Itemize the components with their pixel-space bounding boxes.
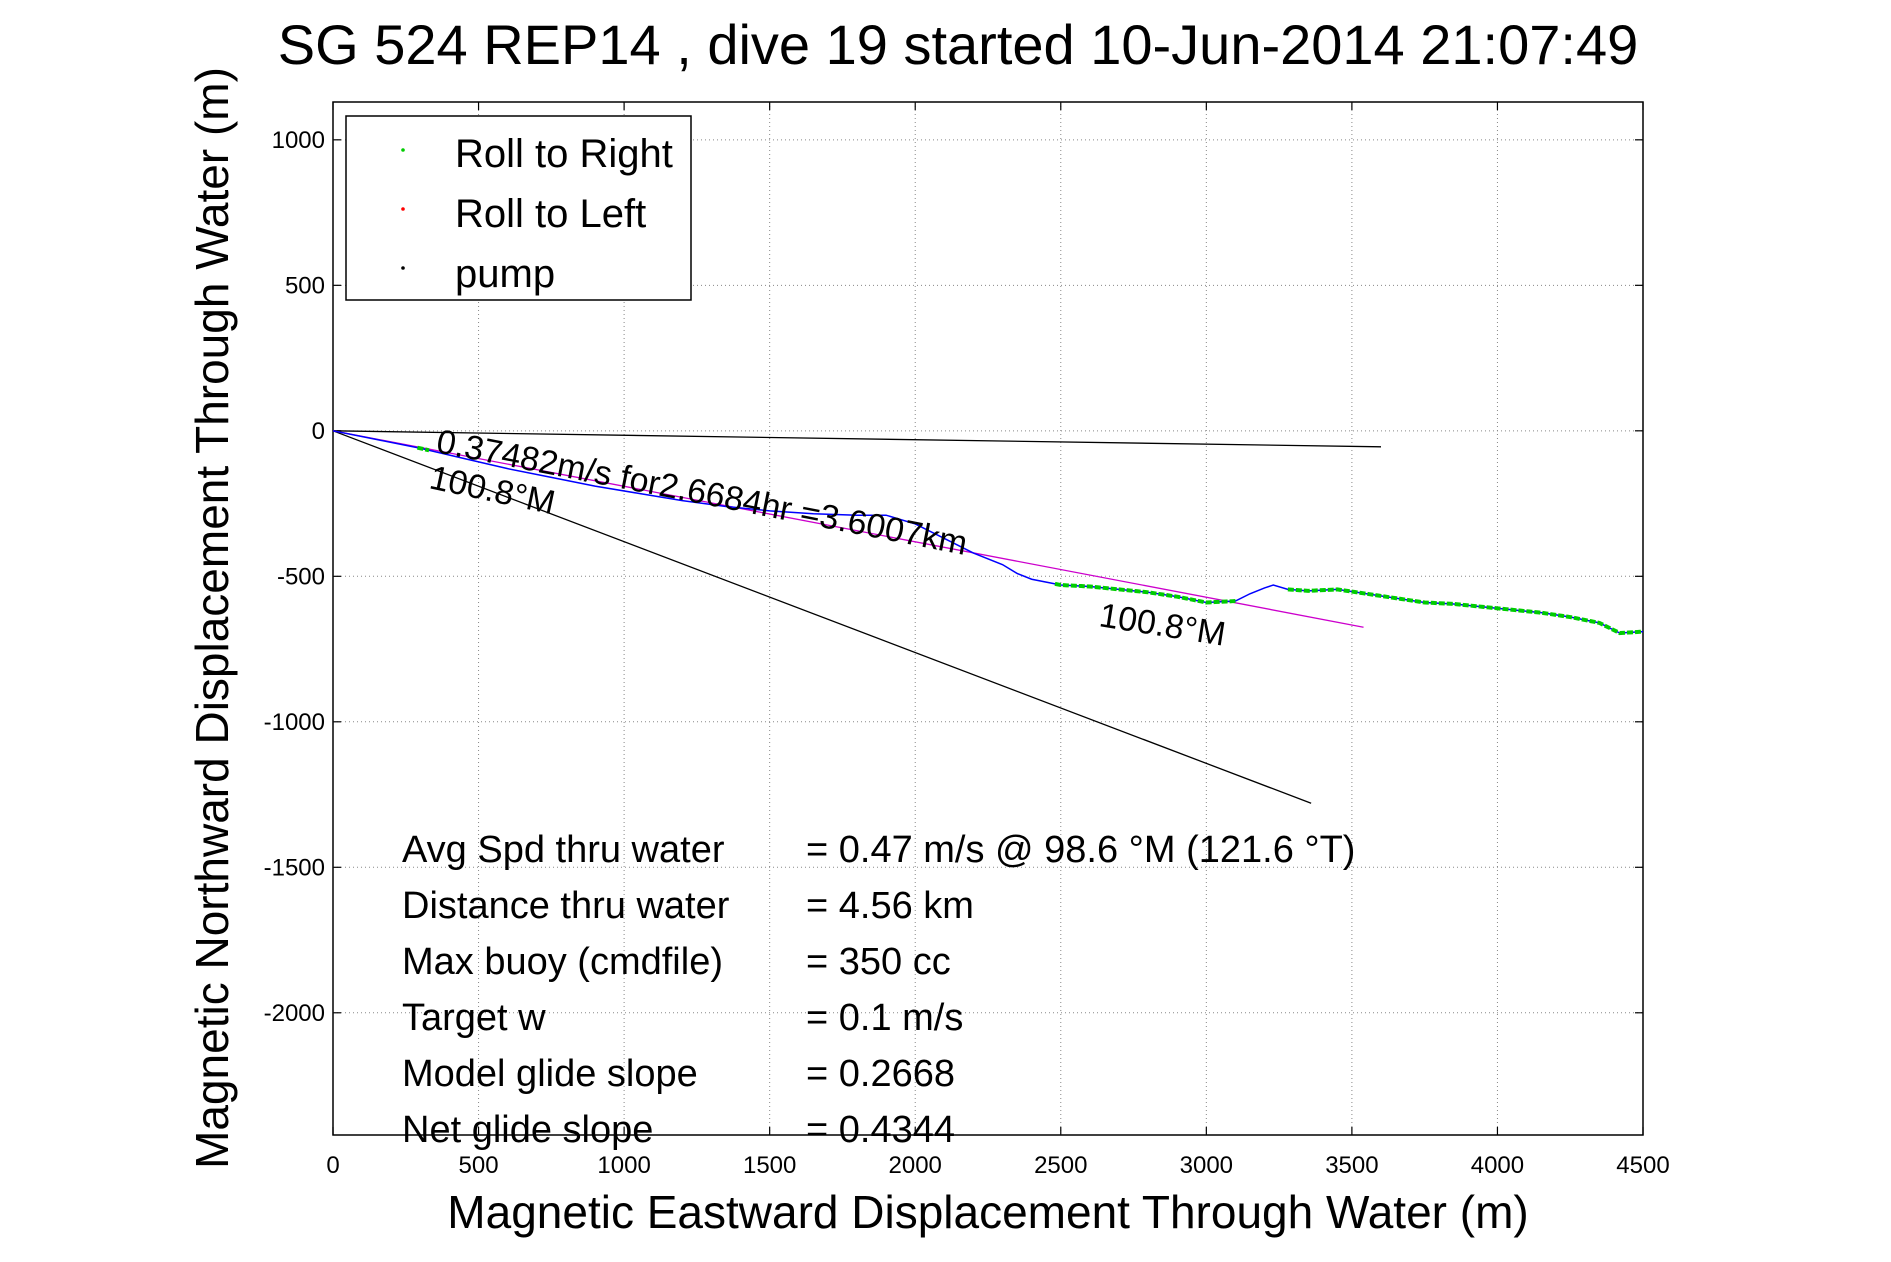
stat-value: = 0.47 m/s @ 98.6 °M (121.6 °T) (806, 829, 1355, 871)
stat-label: Avg Spd thru water (402, 829, 725, 871)
y-axis-label: Magnetic Northward Displacement Through … (186, 67, 238, 1169)
legend-roll-left-label: Roll to Left (455, 192, 646, 236)
stat-value: = 0.4344 (806, 1109, 955, 1151)
x-tick-label: 2500 (1034, 1152, 1087, 1179)
x-tick-label: 1500 (743, 1152, 796, 1179)
legend-roll-right-marker (401, 148, 405, 152)
y-tick-label: 500 (285, 272, 325, 299)
reference-lines (332, 430, 1382, 804)
axis-ticks: 0 500 1000 1500 2000 2500 3000 3500 4000 4500 1000… (264, 102, 1670, 1179)
stat-value: = 4.56 km (806, 885, 974, 927)
x-tick-label: 0 (326, 1152, 339, 1179)
legend-pump-marker (401, 266, 405, 270)
x-tick-label: 4000 (1471, 1152, 1524, 1179)
roll-to-right-points (417, 445, 1644, 636)
y-tick-label: 1000 (272, 127, 325, 154)
x-tick-label: 500 (459, 1152, 499, 1179)
stat-value: = 0.1 m/s (806, 997, 963, 1039)
stat-label: Model glide slope (402, 1053, 698, 1095)
legend-roll-right-label: Roll to Right (455, 132, 673, 176)
stat-value: = 0.2668 (806, 1053, 955, 1095)
x-tick-label: 2000 (889, 1152, 942, 1179)
fit-line (332, 430, 1364, 628)
stat-label: Distance thru water (402, 885, 730, 927)
roll-to-right-segment (417, 445, 430, 453)
x-tick-label: 4500 (1616, 1152, 1669, 1179)
legend-pump-label: pump (455, 252, 555, 296)
y-tick-label: -2000 (264, 1000, 325, 1027)
stat-label: Max buoy (cmdfile) (402, 941, 723, 983)
dive-stats: Avg Spd thru water = 0.47 m/s @ 98.6 °M (… (402, 829, 1355, 1151)
stat-label: Net glide slope (402, 1109, 653, 1151)
stat-label: Target w (402, 997, 546, 1039)
roll-to-right-segment (1054, 581, 1236, 605)
legend: Roll to Right Roll to Left pump (345, 115, 692, 301)
y-tick-label: -500 (277, 563, 325, 590)
y-tick-label: 0 (312, 418, 325, 445)
roll-to-right-segment (1287, 587, 1644, 636)
x-axis-label: Magnetic Eastward Displacement Through W… (447, 1186, 1528, 1238)
x-tick-label: 3000 (1180, 1152, 1233, 1179)
x-tick-label: 3500 (1325, 1152, 1378, 1179)
stat-value: = 350 cc (806, 941, 951, 983)
current-line (332, 430, 1382, 448)
x-tick-label: 1000 (597, 1152, 650, 1179)
chart-title: SG 524 REP14 , dive 19 started 10-Jun-20… (278, 13, 1638, 76)
y-tick-label: -1000 (264, 709, 325, 736)
heading-line (332, 430, 1312, 804)
legend-roll-left-marker (401, 207, 405, 211)
y-tick-label: -1500 (264, 854, 325, 881)
